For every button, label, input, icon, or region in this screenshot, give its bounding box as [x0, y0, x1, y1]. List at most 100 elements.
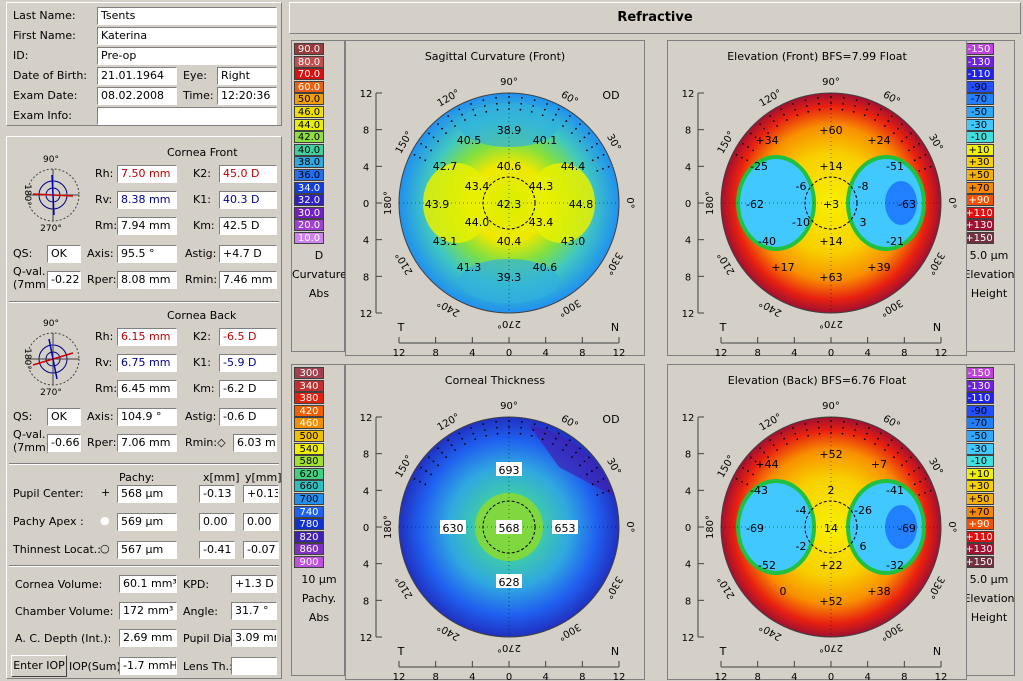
elevation-zone: [740, 483, 812, 571]
map-value-label: 42.7: [433, 160, 458, 173]
x-column-header: x[mm]: [203, 471, 240, 484]
thinnest-marker-icon: ○: [100, 542, 110, 555]
angle-field: 31.7 °: [231, 602, 277, 620]
map-value-label: 44.3: [529, 180, 554, 193]
ac-depth-field: 2.69 mm: [119, 629, 177, 647]
steep-zone: [423, 163, 491, 243]
exam-info-field[interactable]: [97, 107, 277, 125]
pachy-value-box: [440, 520, 466, 534]
polar-degree-label: 180°: [383, 191, 394, 215]
scale-cell: 860: [294, 543, 324, 556]
last-name-field[interactable]: Tsents: [97, 7, 277, 25]
scale-cell: -110: [964, 68, 994, 81]
y-tick-label: 8: [363, 450, 369, 461]
elev_back-map-panel[interactable]: Elevation (Back) BFS=6.76 Float +52 +44 +7 -…: [667, 364, 968, 681]
map-value-label: +24: [867, 134, 890, 147]
cornea-volume-field: 60.1 mm³: [119, 575, 177, 593]
eye-field[interactable]: Right: [217, 67, 277, 85]
y-tick-label: 12: [360, 413, 373, 424]
scale-cell: -50: [964, 106, 994, 118]
front-rmin-label: Rmin:: [185, 273, 218, 286]
front-qs-label: QS:: [13, 247, 33, 260]
map-value-label: -8: [858, 180, 869, 193]
x-tick-label: 4: [791, 348, 797, 357]
polar-degree-label: 0°: [624, 197, 635, 208]
scale-cell: -150: [964, 43, 994, 55]
thickness-map-panel[interactable]: Corneal Thickness 693 630 568 653 628 90° 12 0° 6…: [345, 364, 646, 681]
dot-pattern: [413, 96, 610, 172]
pupil-dia-label: Pupil Dia:: [183, 632, 235, 645]
polar-degree-label: 0°: [946, 521, 957, 532]
scale-cell: 380: [294, 392, 324, 405]
scale-cell: 660: [294, 480, 324, 493]
scale-frame: 300 340 380 420 460 500 540 580 620 660 700 740 780 8…: [291, 364, 345, 676]
scale-cell: 40.0: [294, 143, 324, 156]
back-rm-field: 6.45 mm: [117, 380, 177, 398]
exam-date-field[interactable]: 08.02.2008: [97, 87, 177, 105]
separator: [9, 301, 279, 303]
scale-cell: +90: [964, 518, 994, 531]
first-name-field[interactable]: Katerina: [97, 27, 277, 45]
y-column-header: y[mm]: [245, 471, 282, 484]
y-tick-label: 12: [682, 633, 695, 644]
y-tick-label: 8: [363, 596, 369, 607]
id-field[interactable]: Pre-op: [97, 47, 277, 65]
x-tick-label: 8: [754, 348, 760, 357]
dob-field[interactable]: 21.01.1964: [97, 67, 177, 85]
x-tick-label: 12: [935, 348, 948, 357]
lens-thickness-field[interactable]: [231, 657, 277, 675]
scale-cell: 80.0: [294, 55, 324, 68]
map-value-label: +7: [871, 458, 887, 471]
scale-cell: 900: [294, 556, 324, 568]
back-rh-label: Rh:: [95, 330, 114, 343]
pachy-value-box: [496, 462, 522, 476]
front-rper-label: Rper:: [87, 273, 117, 286]
polar-degree-label: 180°: [705, 515, 716, 539]
x-tick-label: 12: [613, 672, 626, 681]
map-value-label: +44: [755, 458, 778, 471]
scale-cell: 780: [294, 518, 324, 531]
front-k1-field: 40.3 D: [219, 191, 277, 209]
map-value-label: 44.0: [465, 216, 490, 229]
front-k2-field: 45.0 D: [219, 165, 277, 183]
scale-cell: 460: [294, 417, 324, 430]
map-canvas[interactable]: +60 +34 +24 -25 +14 -51 -6 -8 -62 +3 -63 -10 3 -40 +14…: [668, 41, 968, 357]
y-tick-label: 12: [360, 633, 373, 644]
first-name-label: First Name:: [13, 29, 76, 42]
scale-cell: 580: [294, 455, 324, 468]
map-value-label: -41: [886, 484, 904, 497]
y-tick-label: 4: [363, 162, 369, 173]
scale-cell: 540: [294, 442, 324, 455]
polar-degree-label: 270°: [497, 642, 521, 653]
pachy-apex-pachy: 569 µm: [117, 513, 177, 531]
cornea-front-axis-dial: 90° 180° 270°: [22, 155, 80, 233]
map-canvas[interactable]: +52+44 +7-43 2 -41-4 -26-69 14 -69-2 6-52 +22 -32…: [668, 365, 968, 681]
nasal-label: N: [933, 645, 941, 658]
map-value-label: -63: [898, 198, 916, 211]
polar-degree-label: 270°: [819, 642, 843, 653]
map-canvas[interactable]: 38.9 40.5 40.1 42.7 40.6 44.4 43.4 44.3 43.9 42.3…: [346, 41, 646, 357]
map-value-label: 630: [443, 522, 464, 535]
front-astig-label: Astig:: [185, 247, 217, 260]
time-field[interactable]: 12:20:36: [217, 87, 277, 105]
map-value-label: 44.8: [569, 198, 594, 211]
eye-label: Eye:: [183, 69, 207, 82]
cornea-front-title: Cornea Front: [167, 146, 238, 159]
x-tick-label: 8: [579, 672, 585, 681]
x-tick-label: 4: [469, 672, 475, 681]
scale-caption: 10 µm: [301, 573, 337, 586]
thinnest-pachy: 567 µm: [117, 541, 177, 559]
y-tick-label: 4: [685, 486, 691, 497]
enter-iop-button[interactable]: Enter IOP: [11, 655, 67, 677]
sagittal-map-panel[interactable]: Sagittal Curvature (Front) 38.9 40.5 40.1 42…: [345, 40, 646, 357]
polar-degree-label: 30°: [604, 132, 622, 153]
map-value-label: -62: [746, 198, 764, 211]
scale-cell: 420: [294, 404, 324, 417]
iop-sum-field: -1.7 mmHg: [119, 657, 177, 675]
scale-cell: +130: [964, 543, 994, 556]
pachy-apex-label: Pachy Apex :: [13, 515, 84, 528]
elev_front-map-panel[interactable]: Elevation (Front) BFS=7.99 Float +60 +34 +2…: [667, 40, 968, 357]
scale-cell: 34.0: [294, 181, 324, 194]
back-rper-label: Rper:: [87, 436, 117, 449]
